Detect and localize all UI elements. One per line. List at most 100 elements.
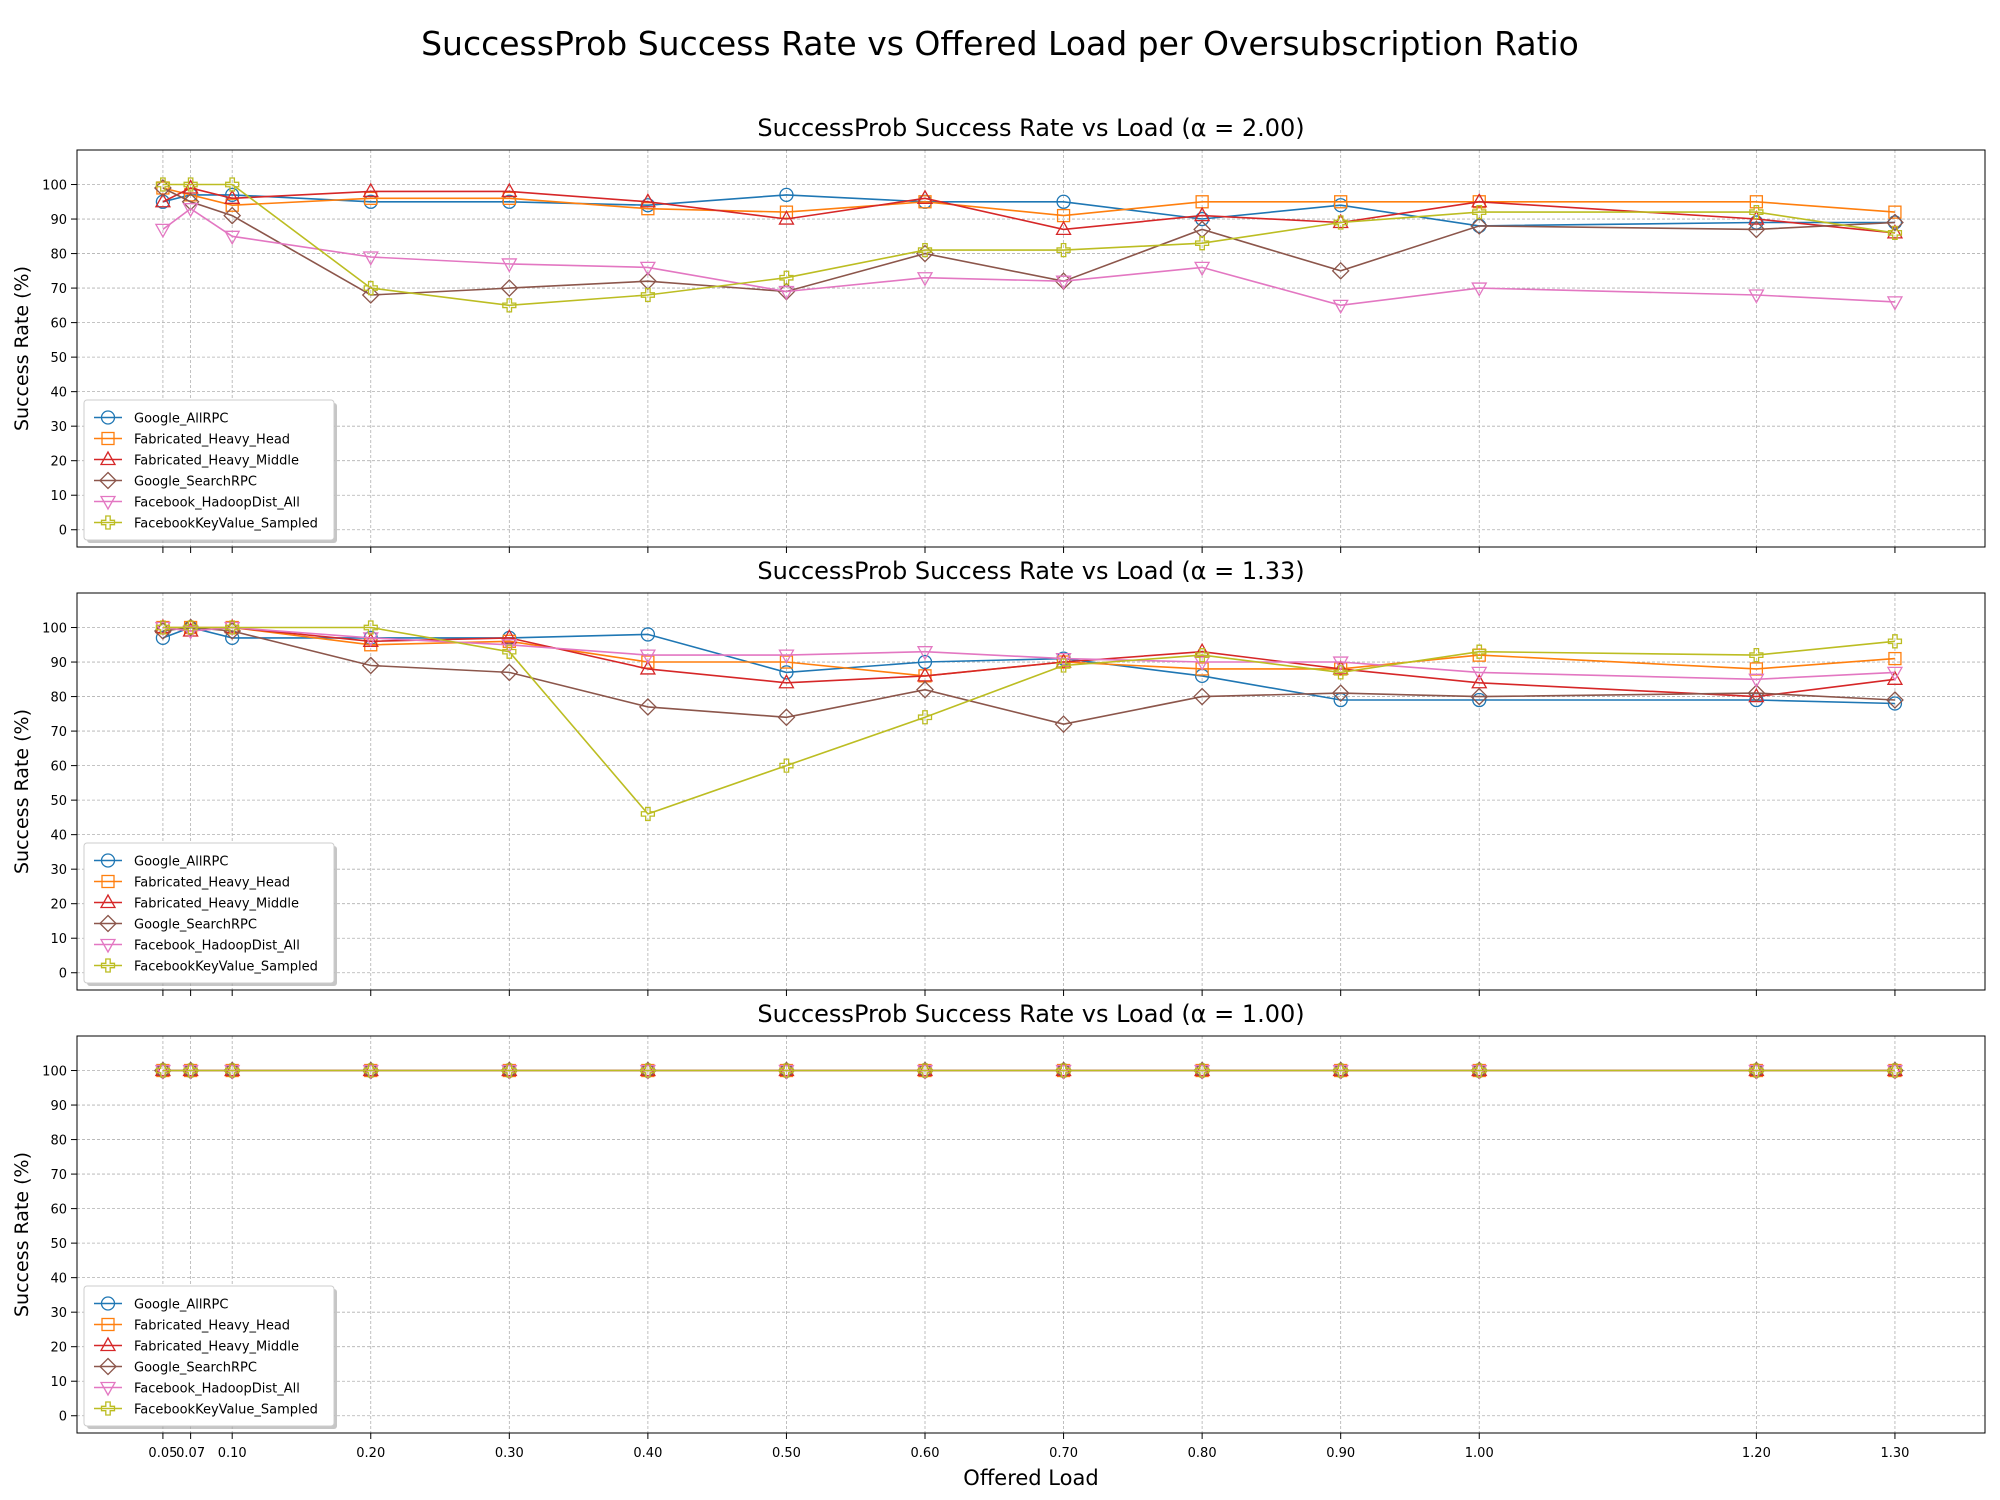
data-point bbox=[361, 656, 380, 675]
legend-marker bbox=[99, 914, 117, 933]
legend-marker bbox=[99, 450, 117, 466]
data-point bbox=[224, 230, 241, 246]
series-line bbox=[162, 626, 1895, 726]
series-fabricated-heavy-middle bbox=[154, 618, 1904, 703]
data-point bbox=[1472, 644, 1487, 659]
y-tick-label: 80 bbox=[50, 248, 67, 263]
data-point bbox=[1194, 1061, 1211, 1077]
legend-label: FacebookKeyValue_Sampled bbox=[134, 1403, 318, 1418]
data-point bbox=[1055, 275, 1072, 291]
y-tick-label: 20 bbox=[50, 898, 67, 913]
legend-marker bbox=[99, 938, 117, 954]
data-point bbox=[1055, 1061, 1072, 1077]
data-point bbox=[155, 1063, 171, 1078]
y-tick-label: 10 bbox=[50, 489, 67, 504]
legend-entry: Google_SearchRPC bbox=[94, 914, 257, 933]
data-point bbox=[639, 649, 656, 664]
data-point bbox=[1055, 652, 1072, 668]
legend-marker bbox=[99, 495, 117, 511]
data-point bbox=[154, 223, 172, 239]
data-point bbox=[1749, 647, 1764, 663]
legend-marker bbox=[101, 874, 115, 889]
x-tick-label: 0.70 bbox=[1049, 1446, 1078, 1461]
y-tick-label: 30 bbox=[50, 420, 67, 435]
data-point bbox=[779, 187, 794, 203]
y-tick-label: 90 bbox=[50, 656, 67, 671]
data-point bbox=[225, 187, 240, 203]
data-point bbox=[1749, 195, 1764, 209]
legend-entry: Fabricated_Heavy_Head bbox=[94, 1317, 290, 1334]
subplot-1: 0 10 20 30 40 50 60 70 80 90 100 SuccessProb Succes… bbox=[11, 114, 1986, 553]
series-facebook-hadoopdist-all bbox=[154, 203, 1904, 315]
data-point bbox=[1471, 282, 1488, 297]
legend-entry: Fabricated_Heavy_Middle bbox=[94, 450, 299, 469]
data-point bbox=[778, 210, 795, 225]
legend-marker bbox=[99, 893, 117, 909]
data-point bbox=[502, 1063, 517, 1078]
data-point bbox=[1748, 210, 1765, 225]
data-point bbox=[1055, 220, 1072, 236]
data-point bbox=[182, 1061, 199, 1077]
data-point bbox=[362, 1064, 379, 1080]
data-point bbox=[778, 1064, 795, 1080]
data-point bbox=[363, 620, 378, 635]
legend-marker bbox=[99, 1381, 117, 1397]
legend-entry: FacebookKeyValue_Sampled bbox=[94, 515, 318, 532]
data-point bbox=[639, 192, 656, 208]
data-point bbox=[501, 1061, 518, 1077]
legend-marker bbox=[99, 1336, 117, 1352]
data-point bbox=[1054, 715, 1073, 734]
series-fabricated-heavy-head bbox=[156, 620, 1902, 683]
data-point bbox=[1886, 1061, 1904, 1077]
y-tick-label: 0 bbox=[59, 967, 67, 982]
legend-label: Fabricated_Heavy_Head bbox=[134, 433, 290, 448]
legend-marker bbox=[100, 515, 116, 530]
legend: Google_AllRPC Fabricated_Heavy_Head Fabric… bbox=[83, 1285, 337, 1429]
data-point bbox=[1472, 204, 1487, 220]
data-point bbox=[153, 179, 172, 197]
series-facebookkeyvalue-sampled bbox=[155, 1063, 1903, 1078]
data-point bbox=[1887, 1063, 1903, 1078]
data-point bbox=[154, 1064, 172, 1080]
data-point bbox=[224, 1064, 241, 1080]
data-point bbox=[500, 663, 519, 682]
series-fabricated-heavy-middle bbox=[154, 179, 1904, 239]
data-point bbox=[223, 206, 242, 225]
legend-marker bbox=[99, 1357, 117, 1376]
data-point bbox=[1886, 670, 1904, 685]
y-tick-label: 40 bbox=[50, 386, 67, 401]
data-point bbox=[501, 1064, 518, 1080]
data-point bbox=[917, 242, 933, 258]
data-point bbox=[224, 1061, 241, 1077]
y-axis-label: Success Rate (%) bbox=[11, 709, 33, 874]
legend-label: Google_SearchRPC bbox=[134, 918, 257, 933]
legend-entry: FacebookKeyValue_Sampled bbox=[94, 958, 318, 975]
x-tick-label: 1.00 bbox=[1465, 1446, 1494, 1461]
legend-marker bbox=[100, 1401, 116, 1416]
legend: Google_AllRPC Fabricated_Heavy_Head Fabric… bbox=[83, 399, 337, 543]
legend-marker bbox=[100, 1296, 116, 1311]
data-point bbox=[1332, 656, 1349, 671]
subplot-title: SuccessProb Success Rate vs Load (α = 2.… bbox=[757, 114, 1304, 142]
legend-entry: Facebook_HadoopDist_All bbox=[94, 496, 300, 511]
data-point bbox=[225, 620, 240, 635]
data-point bbox=[1194, 236, 1210, 251]
legend-marker bbox=[100, 410, 116, 425]
y-tick-label: 80 bbox=[50, 1134, 67, 1149]
data-point bbox=[224, 189, 241, 204]
legend-label: Facebook_HadoopDist_All bbox=[134, 496, 300, 511]
series-line bbox=[162, 187, 1895, 234]
series-line bbox=[162, 626, 1895, 681]
legend-entry: Google_SearchRPC bbox=[94, 471, 257, 490]
data-point bbox=[779, 1063, 794, 1078]
axes-frame bbox=[76, 149, 1986, 548]
y-axis-label: Success Rate (%) bbox=[11, 266, 33, 431]
legend-entry: Facebook_HadoopDist_All bbox=[94, 1382, 300, 1397]
y-tick-label: 70 bbox=[50, 282, 67, 297]
data-point bbox=[1333, 215, 1348, 230]
data-point bbox=[1887, 634, 1903, 649]
data-point bbox=[1194, 1064, 1211, 1080]
data-point bbox=[363, 280, 378, 296]
data-point bbox=[183, 620, 198, 635]
x-tick-label: 0.05 bbox=[148, 1446, 177, 1461]
